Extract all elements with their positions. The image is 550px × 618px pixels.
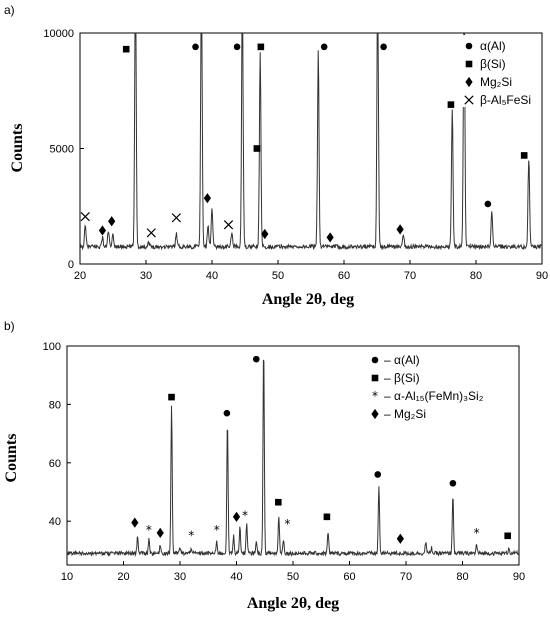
panel-a-legend-symbol-cross [464,95,474,105]
panel-b-peak-marker-square-12 [323,513,331,521]
panel-b-peak-marker-circle-6 [223,409,231,417]
panel-a-legend-label-beta-si: β(Si) [480,57,506,71]
panel-b-peak-marker-asterisk-11: * [284,517,290,531]
panel-a-peak-marker-cross-0 [80,212,90,222]
panel-a-peak-marker-diamond-2 [108,216,116,227]
panel-b-peak-marker-square-3 [168,393,175,401]
panel-b-peak-marker-diamond-2 [156,527,164,538]
panel-b-legend-label-alpha-al15femn3si2: – α-Al₁₅(FeMn)₃Si₂ [384,389,484,403]
panel-b-peak-marker-asterisk-4: * [188,529,194,543]
panel-b-peak-marker-square-10 [275,498,282,506]
panel-a-legend-label-beta-al5fesi: β-Al₅FeSi [480,93,531,107]
panel-b-peak-marker-square-17 [504,532,511,540]
panel-a-peak-marker-diamond-1 [98,225,107,236]
panel-b-peak-marker-diamond-0 [131,517,139,528]
panel-a-peak-marker-circle-9 [233,43,241,51]
panel-b-legend-symbol-diamond [371,408,379,420]
panel-b-legend-background [368,349,518,421]
panel-b-legend-label-beta-si: – β(Si) [384,371,420,385]
panel-a-peak-marker-cross-8 [223,220,234,230]
panel-b-y-axis-title: Counts [3,434,20,483]
panel-a-legend-symbol-circle [465,42,473,50]
panel-a-peak-marker-diamond-14 [326,232,334,243]
panel-b-x-tick-label-40: 40 [230,571,242,583]
panel-a-peak-marker-square-11 [257,43,265,51]
panel-a-diffraction-trace [80,33,542,251]
panel-a-legend: α(Al) β(Si) Mg₂Si β-Al₅FeSi [464,39,531,107]
panel-b-x-axis-title: Angle 2θ, deg [247,595,339,612]
panel-b-x-tick-label-90: 90 [513,571,525,583]
panel-b-legend-symbol-circle [371,356,379,364]
panel-a-peak-marker-square-3 [122,45,130,53]
panel-a-peak-marker-circle-15 [380,43,387,51]
panel-b-legend: * – α(Al) – β(Si) – α-Al₁₅(FeMn)₃Si₂ – M… [371,353,484,421]
panel-a-peak-marker-square-19 [520,152,528,159]
panel-a-peak-marker-circle-13 [320,43,328,51]
panel-b-y-tick-label-60: 60 [49,458,61,470]
panel-b-x-tick-label-50: 50 [287,571,299,583]
panel-a-peak-marker-diamond-16 [396,224,404,235]
panel-b-y-tick-label-100: 100 [43,341,61,353]
panel-a-legend-symbol-diamond [465,76,473,88]
panel-a-x-tick-label-80: 80 [470,270,482,282]
panel-a-x-axis-title: Angle 2θ, deg [262,291,354,308]
panel-a-legend-label-mg2si: Mg₂Si [480,75,512,89]
panel-b-legend-label-alpha-al: – α(Al) [384,353,420,367]
panel-a-peak-marker-circle-18 [484,200,492,208]
panel-b-peak-marker-diamond-7 [232,511,241,522]
panel-a-peak-marker-cross-4 [146,228,156,238]
panel-b-x-tick-label-80: 80 [456,571,468,583]
panel-a-legend-label-alpha-al: α(Al) [480,39,506,53]
panel-b-legend-symbol-square [371,374,379,382]
panel-a-y-tick-label-5000: 5000 [50,144,74,156]
panel-b-x-tick-label-70: 70 [400,571,412,583]
panel-a-x-tick-label-40: 40 [206,270,218,282]
panel-a-peak-marker-diamond-7 [203,193,211,204]
panel-b-legend-symbol-asterisk: * [372,389,378,403]
panel-a-peak-marker-diamond-12 [261,228,269,240]
panel-a-x-tick-label-60: 60 [338,270,350,282]
panel-b-peak-marker-asterisk-1: * [146,523,152,537]
panel-b-label: b) [4,319,15,333]
panel-a-peak-marker-square-17 [447,101,455,108]
panel-b-y-tick-label-40: 40 [49,516,61,528]
panel-a-y-tick-label-10000: 10000 [43,28,74,40]
panel-a-x-tick-label-70: 70 [404,270,416,282]
panel-a-x-tick-label-20: 20 [74,270,86,282]
panel-b-peak-marker-circle-15 [449,479,457,487]
panel-a: a) Counts Angle 2θ, deg 20 30 40 50 60 70 80 90… [4,3,548,308]
panel-a-y-tick-label-0: 0 [68,259,74,271]
panel-a-legend-symbol-square [465,60,473,68]
panel-a-y-axis-title: Counts [9,124,26,173]
panel-a-peak-marker-cross-5 [171,213,181,223]
panel-a-x-tick-label-30: 30 [140,270,152,282]
panel-a-x-tick-label-90: 90 [536,270,548,282]
panel-b-peak-marker-circle-13 [374,471,382,478]
panel-b-x-tick-label-60: 60 [343,571,355,583]
panel-b-legend-label-mg2si: – Mg₂Si [384,407,426,421]
panel-b-peak-marker-asterisk-16: * [474,526,480,540]
panel-b-x-tick-label-30: 30 [174,571,186,583]
panel-b-diffraction-trace [67,359,519,558]
panel-a-label: a) [4,3,15,17]
panel-a-peak-marker-circle-6 [192,43,199,51]
panel-b-peak-marker-asterisk-8: * [242,508,248,522]
panel-b-peak-marker-circle-9 [252,355,260,363]
panel-b-y-tick-label-80: 80 [49,399,61,411]
panel-a-peak-marker-square-10 [253,145,261,152]
panel-a-x-tick-label-50: 50 [272,270,284,282]
panel-b-peak-marker-asterisk-5: * [214,523,220,537]
panel-b-peak-marker-diamond-14 [396,533,404,544]
panel-b: b) Counts Angle 2θ, deg 10 20 30 40 50 60 70 80… [3,319,525,612]
panel-b-x-tick-label-20: 20 [117,571,129,583]
panel-b-x-tick-label-10: 10 [61,571,73,583]
